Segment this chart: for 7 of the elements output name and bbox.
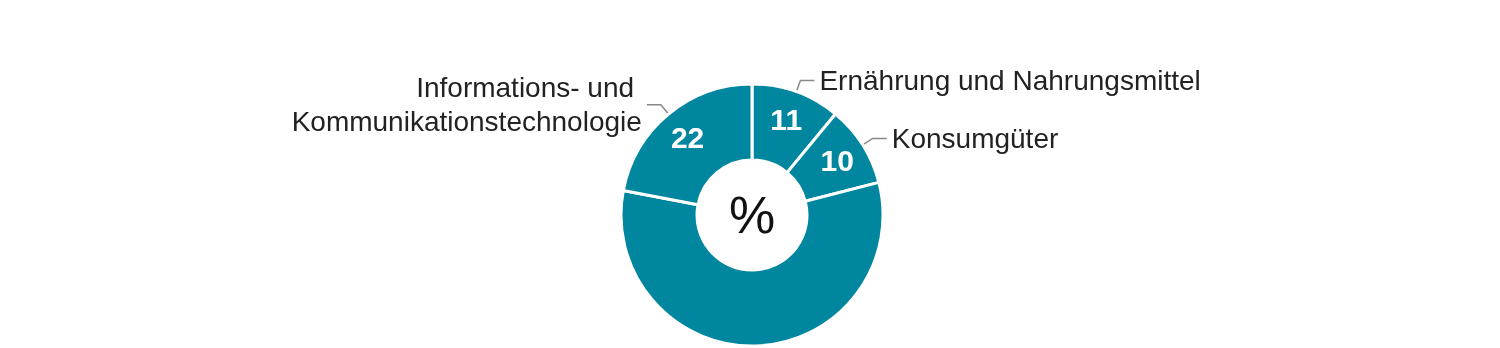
data-label: 11 [770,103,803,137]
slice-label: Informations- und Kommunikationstechnologie [291,72,642,138]
data-label: 10 [820,144,854,178]
text: % [728,186,776,244]
slice-label: Ernährung und Nahrungsmittel [819,64,1201,96]
data-label: 22 [670,120,705,154]
slice-label: Konsumgüter [891,122,1059,154]
